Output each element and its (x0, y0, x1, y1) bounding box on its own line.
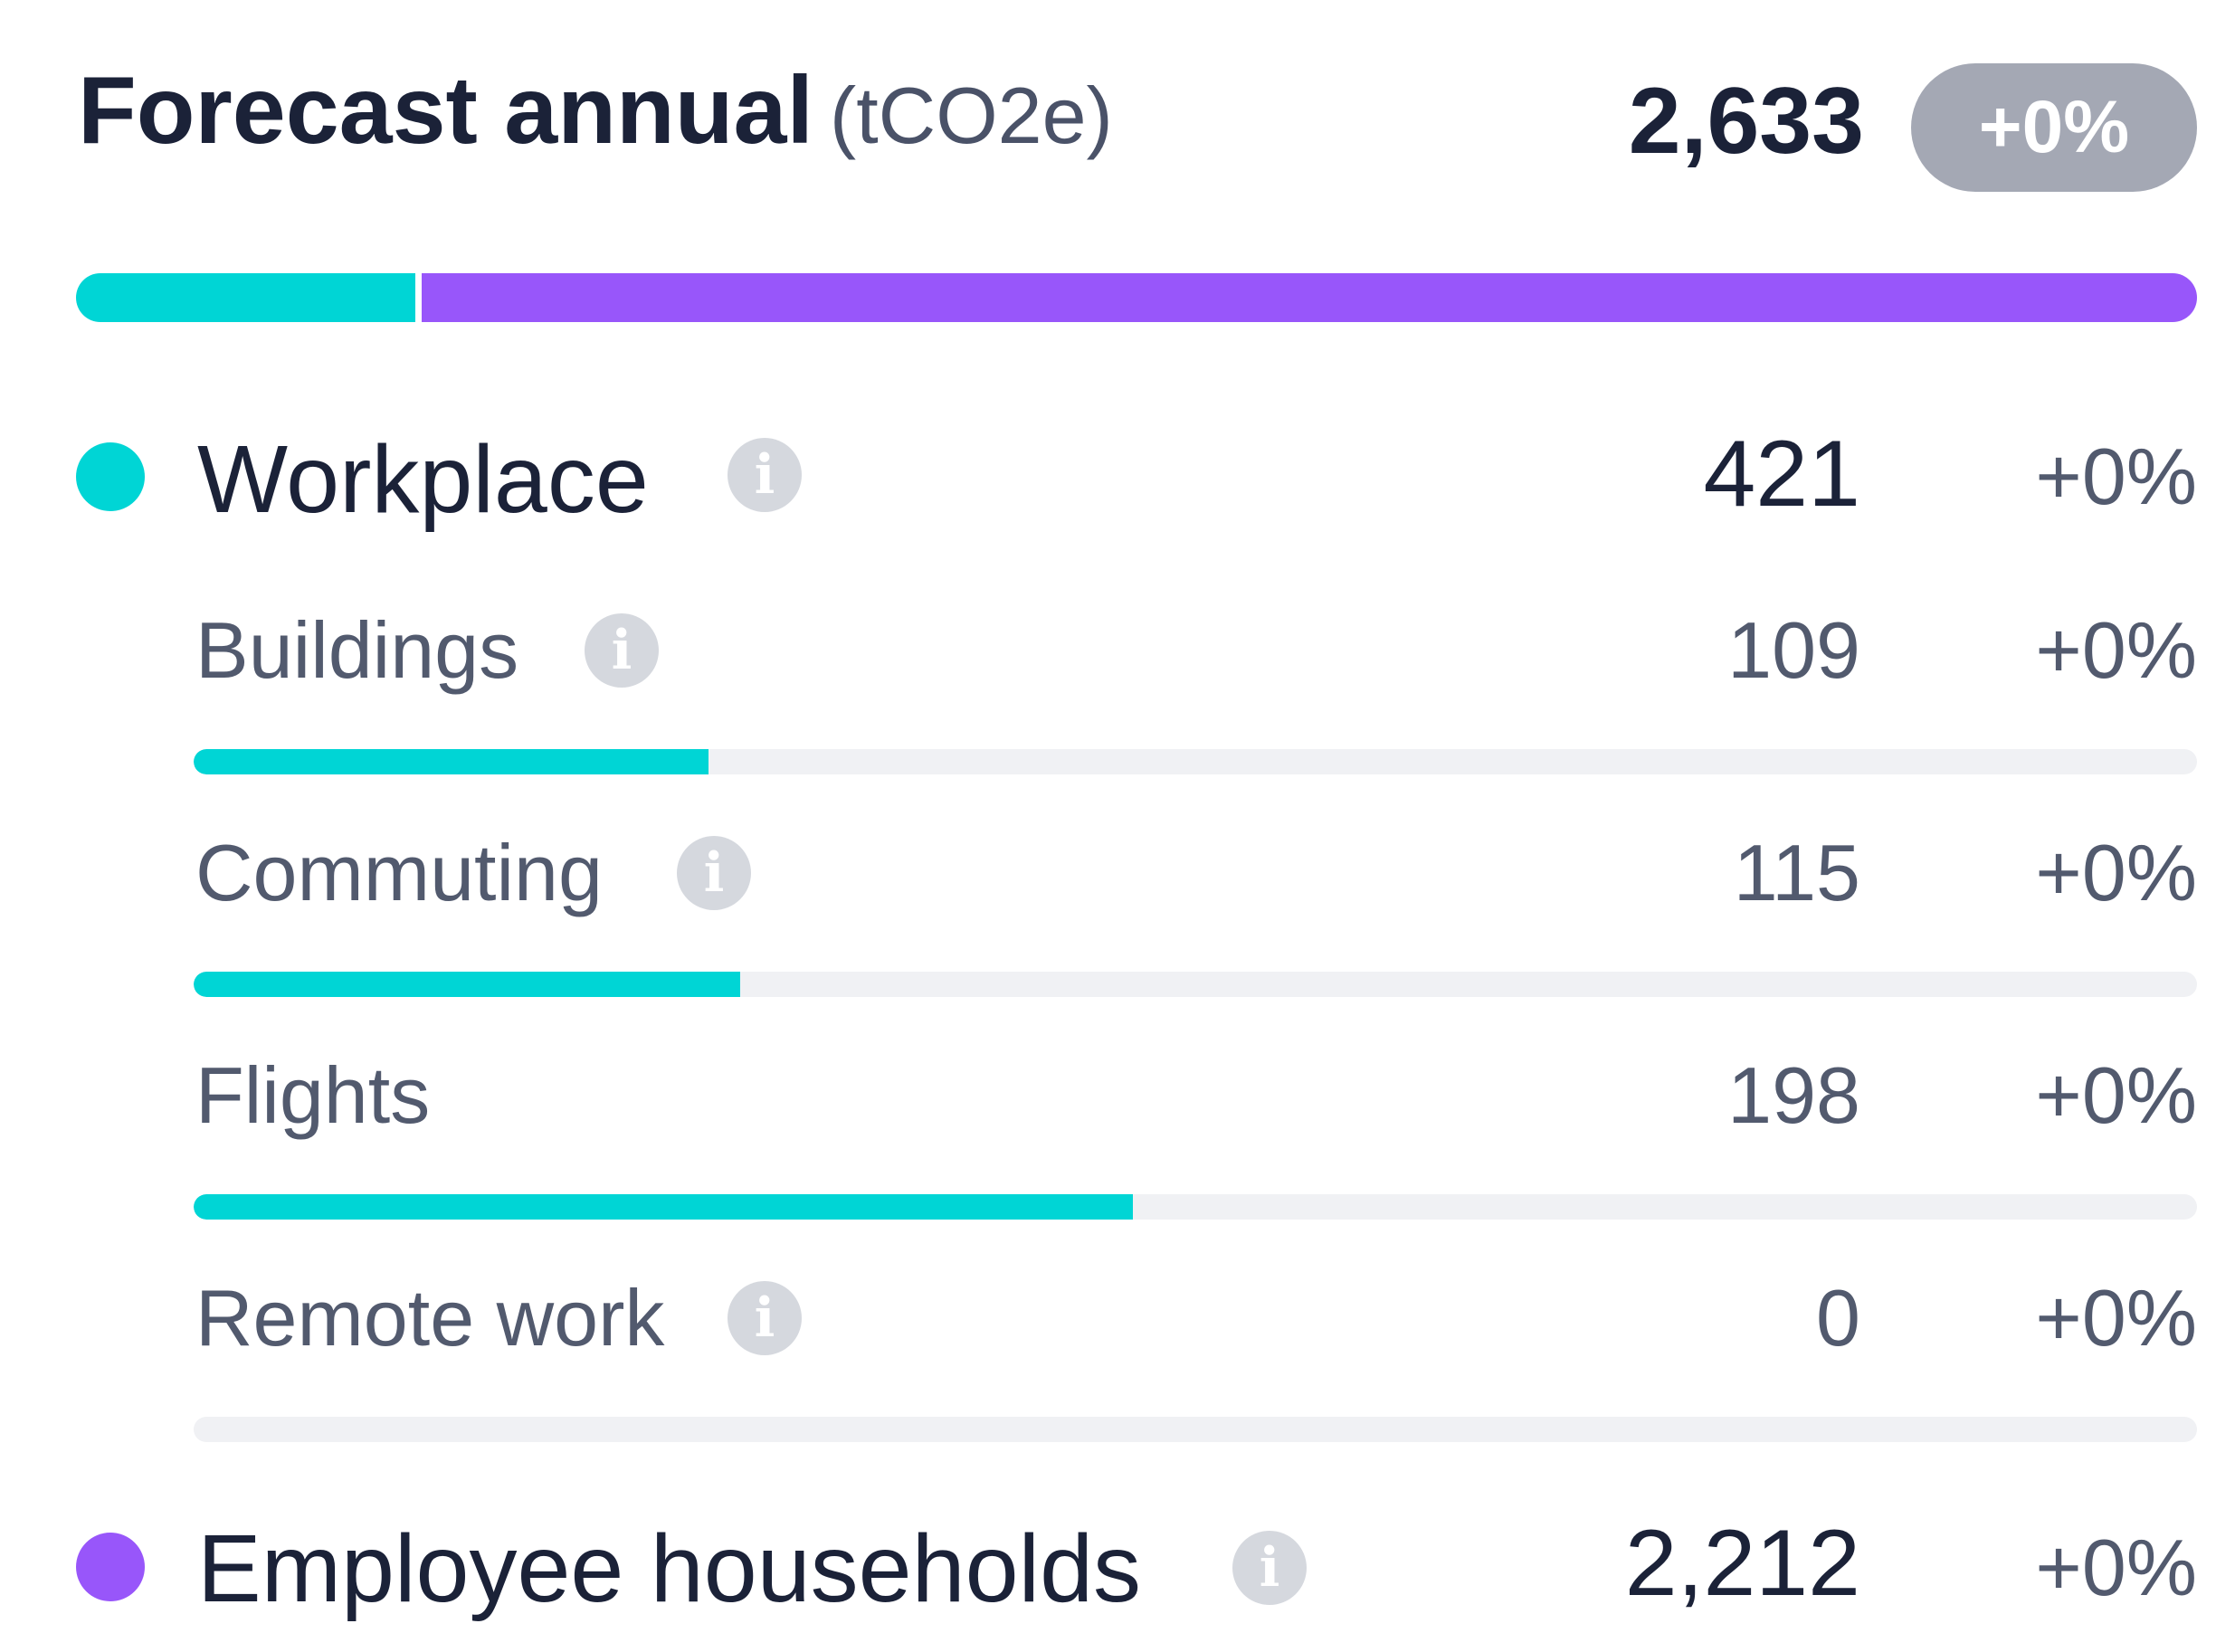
subcategory-value-commuting: 115 (1733, 828, 1860, 917)
info-icon[interactable]: i (677, 836, 751, 910)
employee-households-legend-dot (76, 1533, 145, 1601)
subcategory-label-buildings: Buildings (195, 605, 519, 695)
category-change-employee-households: +0% (2035, 1523, 2197, 1612)
subcategory-change-buildings: +0% (2035, 605, 2197, 695)
workplace-legend-dot (76, 442, 145, 511)
subcategory-label-flights: Flights (195, 1050, 431, 1140)
subcategory-bar-fill-flights (194, 1194, 1134, 1220)
card-title-text: Forecast annual (78, 57, 813, 164)
subcategory-bar-commuting (194, 972, 2197, 997)
subcategory-bar-remote-work (194, 1417, 2197, 1442)
total-stacked-bar (76, 273, 2197, 322)
subcategory-value-remote-work: 0 (1816, 1273, 1860, 1362)
category-label-workplace: Workplace (197, 426, 649, 533)
category-label-employee-households: Employee households (197, 1515, 1142, 1622)
subcategory-bar-fill-buildings (194, 749, 709, 774)
category-value-employee-households: 2,212 (1624, 1511, 1860, 1616)
stacked-bar-segment-employee-households (421, 273, 2197, 322)
subcategory-bar-buildings (194, 749, 2197, 774)
info-icon[interactable]: i (728, 438, 802, 512)
info-icon[interactable]: i (728, 1281, 802, 1355)
category-value-workplace: 421 (1703, 422, 1860, 527)
card-title: Forecast annual (tCO2e) (78, 52, 1113, 174)
subcategory-change-flights: +0% (2035, 1050, 2197, 1140)
subcategory-label-commuting: Commuting (195, 828, 603, 917)
subcategory-bar-flights (194, 1194, 2197, 1220)
subcategory-value-flights: 198 (1727, 1050, 1860, 1140)
stacked-bar-segment-workplace (76, 273, 415, 322)
total-value: 2,633 (1628, 69, 1864, 174)
card-title-unit: (tCO2e) (829, 71, 1113, 160)
subcategory-change-commuting: +0% (2035, 828, 2197, 917)
subcategory-bar-fill-commuting (194, 972, 741, 997)
info-icon[interactable]: i (585, 613, 659, 688)
subcategory-value-buildings: 109 (1727, 605, 1860, 695)
subcategory-label-remote-work: Remote work (195, 1273, 665, 1362)
total-change-badge: +0% (1911, 63, 2197, 192)
subcategory-change-remote-work: +0% (2035, 1273, 2197, 1362)
info-icon[interactable]: i (1232, 1531, 1307, 1605)
category-change-workplace: +0% (2035, 432, 2197, 521)
